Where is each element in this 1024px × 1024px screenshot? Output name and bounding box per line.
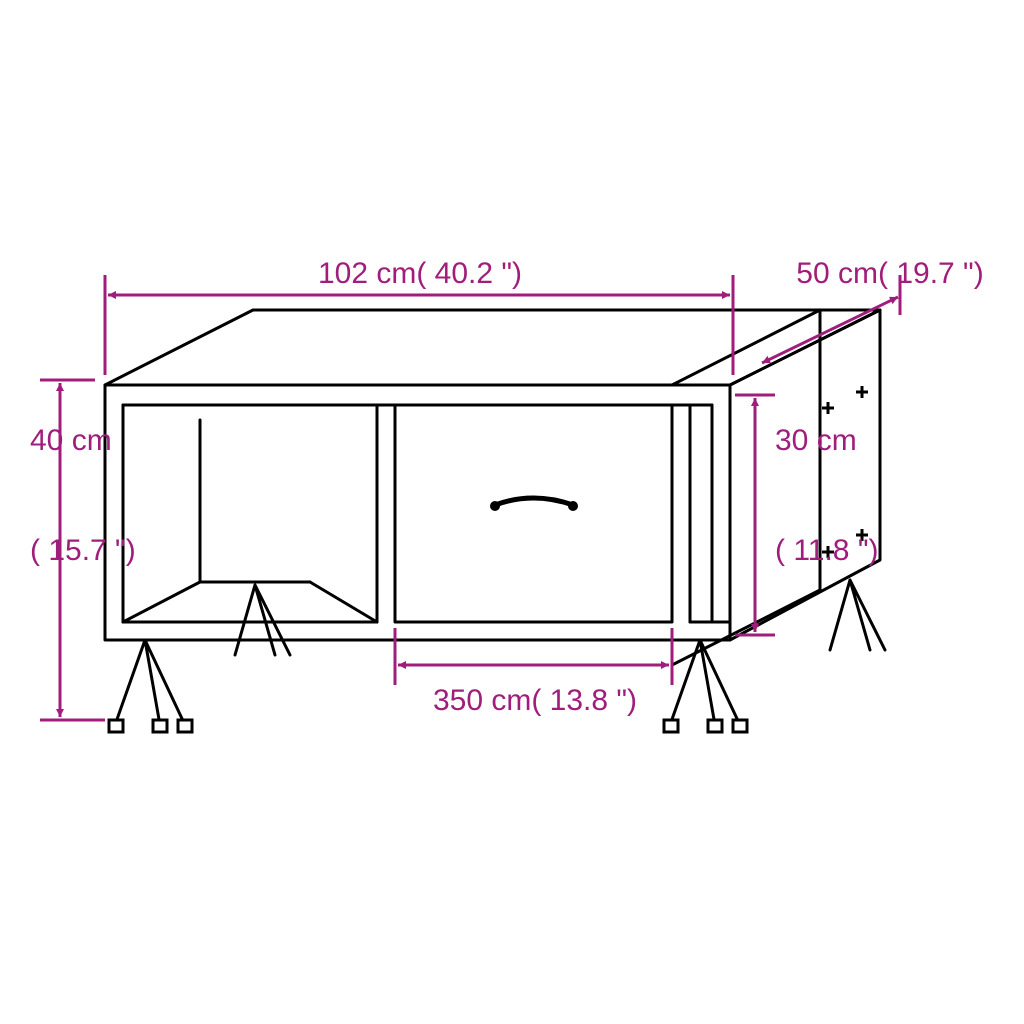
label-width: 102 cm( 40.2 ") (318, 257, 522, 290)
leg-back-left (235, 585, 290, 655)
screw-marks (822, 386, 868, 558)
label-depth: 50 cm( 19.7 ") (796, 257, 983, 290)
furniture-dimension-diagram: 102 cm( 40.2 ") 50 cm( 19.7 ") 40 cm ( 1… (0, 0, 1024, 1024)
leg-front-left (109, 640, 192, 732)
leg-back-right (830, 580, 885, 650)
label-inner-cm: 30 cm (775, 424, 857, 457)
leg-front-right (664, 640, 747, 732)
cabinet-outline (105, 310, 885, 732)
: ( 11.8 ") (775, 534, 878, 567)
dimensions (40, 275, 900, 720)
label-height-cm: 40 cm (30, 424, 112, 457)
label-door: 350 cm( 13.8 ") (433, 684, 637, 717)
label-height-in: ( 15.7 ") (30, 534, 136, 567)
door-handle (490, 498, 578, 511)
